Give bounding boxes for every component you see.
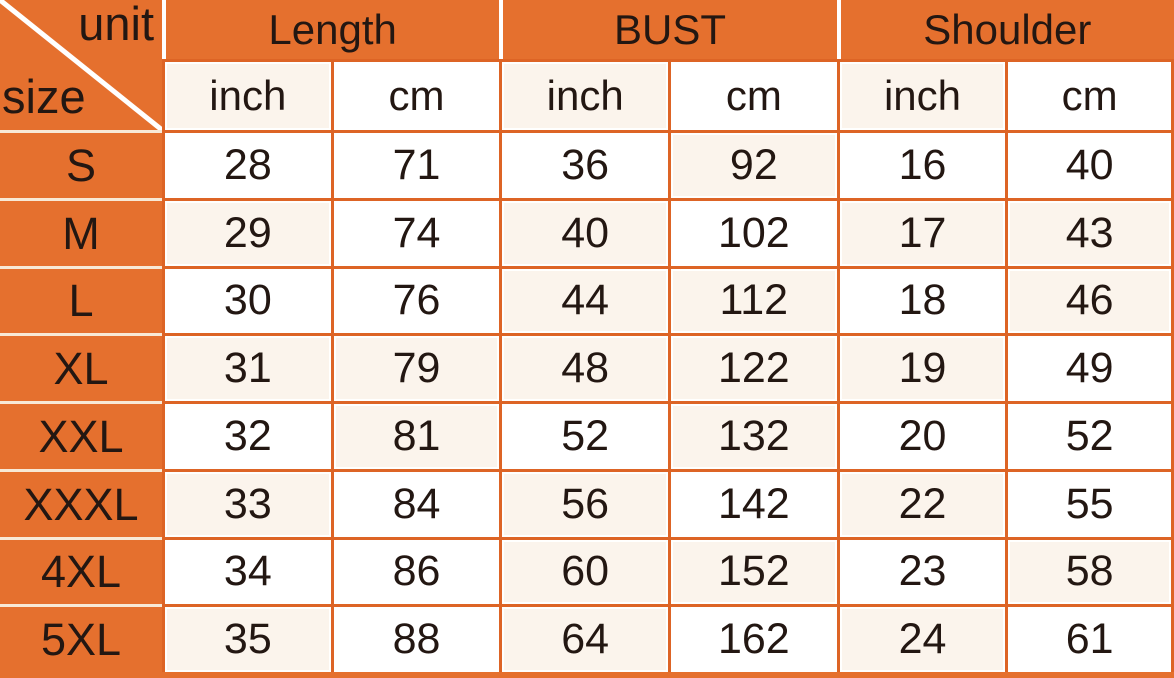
data-cell: 31 bbox=[162, 333, 331, 401]
shoulder-inch-header: inch bbox=[836, 59, 1006, 130]
data-cell: 32 bbox=[162, 401, 331, 469]
data-cell: 16 bbox=[836, 130, 1006, 198]
data-cell: 18 bbox=[836, 265, 1006, 334]
group-header-shoulder: Shoulder bbox=[836, 0, 1174, 59]
data-cell: 122 bbox=[668, 333, 837, 401]
corner-unit-label: unit bbox=[78, 0, 154, 50]
data-cell: 46 bbox=[1005, 265, 1174, 334]
size-row-label: XXXL bbox=[0, 468, 162, 537]
data-cell: 52 bbox=[499, 401, 668, 469]
bust-cm-header: cm bbox=[668, 59, 837, 130]
length-inch-header: inch bbox=[162, 59, 331, 130]
size-row-label: M bbox=[0, 197, 162, 266]
data-cell: 162 bbox=[668, 604, 837, 672]
data-cell: 43 bbox=[1005, 197, 1174, 266]
data-cell: 40 bbox=[499, 197, 668, 266]
data-cell: 24 bbox=[836, 604, 1006, 672]
data-cell: 34 bbox=[162, 536, 331, 605]
data-cell: 71 bbox=[330, 130, 500, 198]
data-cell: 152 bbox=[668, 536, 837, 605]
shoulder-cm-header: cm bbox=[1005, 59, 1174, 130]
data-cell: 60 bbox=[499, 536, 668, 605]
size-row-label: 4XL bbox=[0, 536, 162, 605]
group-header-bust: BUST bbox=[499, 0, 837, 59]
size-row-label: XXL bbox=[0, 401, 162, 469]
size-row-label: XL bbox=[0, 333, 162, 401]
data-cell: 17 bbox=[836, 197, 1006, 266]
data-cell: 84 bbox=[330, 468, 500, 537]
data-cell: 55 bbox=[1005, 468, 1174, 537]
data-cell: 64 bbox=[499, 604, 668, 672]
data-cell: 92 bbox=[668, 130, 837, 198]
data-cell: 132 bbox=[668, 401, 837, 469]
data-cell: 52 bbox=[1005, 401, 1174, 469]
data-cell: 76 bbox=[330, 265, 500, 334]
data-cell: 36 bbox=[499, 130, 668, 198]
data-cell: 112 bbox=[668, 265, 837, 334]
data-cell: 23 bbox=[836, 536, 1006, 605]
data-cell: 88 bbox=[330, 604, 500, 672]
data-cell: 79 bbox=[330, 333, 500, 401]
data-cell: 49 bbox=[1005, 333, 1174, 401]
data-cell: 56 bbox=[499, 468, 668, 537]
data-cell: 22 bbox=[836, 468, 1006, 537]
corner-size-label: size bbox=[2, 70, 86, 123]
data-cell: 33 bbox=[162, 468, 331, 537]
data-cell: 81 bbox=[330, 401, 500, 469]
group-header-length: Length bbox=[162, 0, 500, 59]
size-row-label: 5XL bbox=[0, 604, 162, 672]
data-cell: 40 bbox=[1005, 130, 1174, 198]
corner-cell: unit size bbox=[0, 0, 162, 130]
size-row-label: L bbox=[0, 265, 162, 334]
data-cell: 19 bbox=[836, 333, 1006, 401]
data-cell: 30 bbox=[162, 265, 331, 334]
length-cm-header: cm bbox=[330, 59, 500, 130]
data-cell: 142 bbox=[668, 468, 837, 537]
size-row-label: S bbox=[0, 130, 162, 198]
data-cell: 48 bbox=[499, 333, 668, 401]
data-cell: 44 bbox=[499, 265, 668, 334]
data-cell: 74 bbox=[330, 197, 500, 266]
data-cell: 28 bbox=[162, 130, 331, 198]
data-cell: 102 bbox=[668, 197, 837, 266]
diagonal-divider-line bbox=[0, 0, 162, 130]
bust-inch-header: inch bbox=[499, 59, 668, 130]
data-cell: 58 bbox=[1005, 536, 1174, 605]
data-cell: 29 bbox=[162, 197, 331, 266]
data-cell: 20 bbox=[836, 401, 1006, 469]
data-cell: 35 bbox=[162, 604, 331, 672]
data-cell: 86 bbox=[330, 536, 500, 605]
data-cell: 61 bbox=[1005, 604, 1174, 672]
